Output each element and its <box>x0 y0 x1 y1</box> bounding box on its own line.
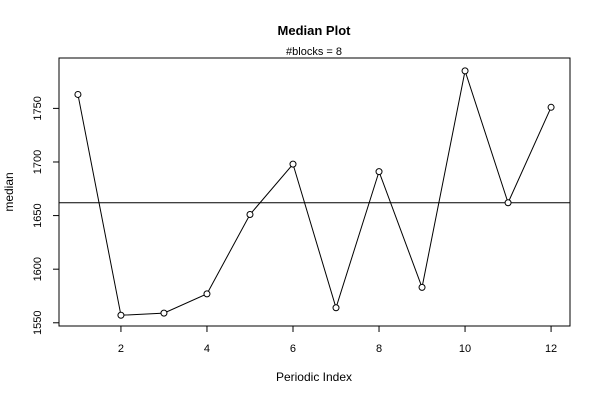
plot-frame <box>58 57 571 327</box>
x-tick-label: 4 <box>204 343 210 355</box>
y-tick-label: 1750 <box>32 96 44 120</box>
data-point <box>289 160 297 168</box>
y-axis: 1550 1600 1650 1700 1750 <box>32 96 59 335</box>
data-point <box>547 103 555 111</box>
data-point <box>203 290 211 298</box>
y-tick-label: 1700 <box>32 150 44 174</box>
data-point <box>375 168 383 176</box>
y-tick-label: 1650 <box>32 203 44 227</box>
chart-title: Median Plot <box>278 23 352 38</box>
y-tick-label: 1600 <box>32 257 44 281</box>
data-point <box>160 309 168 317</box>
y-tick-label: 1550 <box>32 311 44 335</box>
x-tick-label: 10 <box>459 343 471 355</box>
series-line <box>77 68 552 316</box>
data-point <box>332 304 340 312</box>
x-tick-label: 12 <box>545 343 557 355</box>
y-axis-label: median <box>2 172 16 211</box>
data-point <box>246 211 254 219</box>
data-point <box>117 311 125 319</box>
data-point <box>418 283 426 291</box>
x-axis-label: Periodic Index <box>276 370 352 384</box>
x-tick-label: 6 <box>290 343 296 355</box>
data-point <box>74 90 82 98</box>
x-tick-label: 2 <box>118 343 124 355</box>
data-points <box>74 67 555 319</box>
chart-subtitle: #blocks = 8 <box>286 46 342 58</box>
data-point <box>461 67 469 75</box>
data-point <box>504 199 512 207</box>
x-axis: 2 4 6 8 10 12 <box>118 326 557 355</box>
x-tick-label: 8 <box>376 343 382 355</box>
